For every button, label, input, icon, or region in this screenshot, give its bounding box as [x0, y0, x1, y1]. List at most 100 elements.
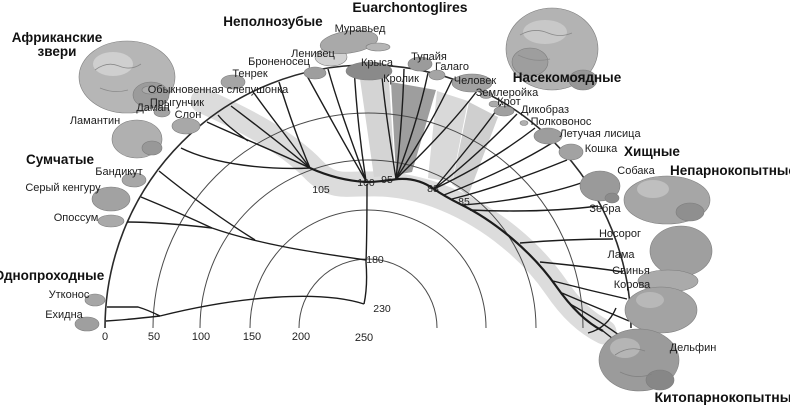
label-tenrec: Тенрек — [232, 68, 268, 80]
rhino-brain-image — [649, 225, 713, 277]
branch-hyrax — [217, 114, 249, 142]
branch-treeshrew — [395, 72, 429, 180]
group-label-insectivora: Насекомоядные — [512, 70, 622, 85]
label-mole: Крот — [497, 96, 521, 108]
label-echidna: Ехидна — [45, 309, 83, 321]
rabbit-brain-image — [428, 69, 446, 81]
label-dolphin: Дельфин — [669, 342, 717, 354]
branch-monotreme-stem — [159, 295, 365, 317]
branch-sloth — [327, 68, 367, 182]
label-pig: Свинья — [612, 265, 650, 277]
cat-brain-image — [558, 143, 584, 161]
brain-images — [74, 7, 713, 392]
group-label-marsupialia: Сумчатые — [25, 152, 95, 167]
grid-arc-50 — [152, 112, 584, 329]
mole-brain-image — [488, 100, 500, 108]
human-brain-image — [505, 7, 599, 91]
node-age-180: 180 — [366, 254, 384, 266]
branch-manatee — [180, 147, 311, 170]
label-zebra: Зебра — [589, 203, 621, 215]
galago-brain-image — [451, 73, 493, 93]
treeshrew-brain-image — [407, 56, 433, 72]
branch-marsupial-stem — [211, 227, 367, 261]
shrew-brain-image — [479, 91, 493, 99]
branch-zebra — [519, 238, 614, 244]
axis-tick-150: 150 — [242, 331, 262, 343]
branch-tenrec — [278, 81, 311, 169]
opossum-brain-image — [97, 214, 125, 228]
branch-opossum — [126, 221, 213, 229]
node-age-100: 100 — [357, 177, 375, 189]
node-age-105: 105 — [312, 184, 330, 196]
group-label-xenarthra: Неполнозубые — [223, 14, 323, 29]
label-sengi: Прыгунчик — [149, 97, 205, 109]
branch-horseshoe-bat — [443, 142, 553, 196]
node-age-88: 88 — [427, 183, 439, 195]
branch-bandicoot — [158, 170, 256, 241]
axis-tick-0: 0 — [101, 331, 109, 343]
rat-brain-image — [345, 61, 393, 81]
dog-brain-image — [579, 170, 621, 204]
label-manatee: Ламантин — [69, 115, 121, 127]
group-label-perissodactyla: Непарнокопытные — [670, 163, 790, 178]
label-human: Человек — [453, 75, 497, 87]
label-elephant: Слон — [174, 109, 202, 121]
label-horseshoe-bat: Полковонос — [530, 116, 592, 128]
branch-molevole — [253, 92, 311, 169]
light-wedge — [359, 72, 395, 177]
group-label-cetartiodactyla: Китопарнокопытные — [654, 389, 790, 405]
label-rabbit: Кролик — [383, 73, 419, 85]
label-shrew: Землеройка — [475, 87, 539, 99]
branch-armadillo — [305, 73, 367, 182]
molevole-brain-image — [141, 85, 159, 95]
porcupine-brain-image — [493, 105, 515, 117]
sengi-brain-image — [153, 106, 171, 118]
label-anteater: Муравьед — [334, 23, 386, 35]
branch-echidna — [105, 315, 161, 322]
branch-elephant — [206, 121, 311, 169]
bandicoot-brain-image — [121, 172, 147, 188]
grid-arc-200 — [298, 258, 438, 329]
group-label-carnivora: Хищные — [624, 144, 680, 159]
group-label-euarchontoglires: Euarchontoglires — [352, 0, 468, 15]
placental-backbone — [309, 166, 604, 332]
zebra-brain-image — [623, 175, 711, 225]
label-rhino: Носорог — [598, 228, 642, 240]
branch-porcupine — [433, 127, 536, 190]
label-galago: Галаго — [435, 61, 469, 73]
label-sloth: Ленивец — [291, 48, 335, 60]
cow-brain-image — [624, 286, 698, 334]
branch-kangaroo — [140, 196, 213, 229]
branch-human — [395, 90, 478, 180]
branch-rabbit — [395, 68, 405, 180]
label-flying-fox: Летучая лисица — [559, 128, 641, 140]
grid-arc-150 — [249, 209, 487, 329]
axis-tick-100: 100 — [191, 331, 211, 343]
label-cat: Кошка — [584, 143, 618, 155]
node-age-230: 230 — [373, 303, 391, 315]
branch-mole — [433, 113, 518, 190]
branch-cat — [461, 181, 585, 206]
branch-pig — [561, 292, 630, 322]
label-bandicoot: Бандикут — [95, 166, 143, 178]
label-treeshrew: Тупайя — [411, 51, 447, 63]
platypus-brain-image — [84, 293, 106, 307]
group-label-monotremata: Однопроходные — [0, 268, 105, 283]
axis-tick-200: 200 — [291, 331, 311, 343]
branch-dog — [469, 205, 599, 212]
label-armadillo: Броненосец — [248, 56, 310, 68]
branch-llama — [552, 280, 628, 300]
branch-rhino — [539, 261, 624, 273]
medium-wedge — [452, 102, 498, 196]
branch-sengi — [230, 105, 311, 169]
flying-fox-brain-image — [533, 127, 563, 145]
manatee-brain-image — [111, 119, 163, 159]
kangaroo-brain-image — [91, 186, 131, 212]
label-kangaroo: Серый кенгуру — [25, 182, 101, 194]
branch-root-stem — [363, 183, 368, 305]
horseshoe-bat-brain-image — [519, 120, 529, 126]
label-porcupine: Дикобраз — [520, 104, 570, 116]
label-rat: Крыса — [360, 57, 394, 69]
